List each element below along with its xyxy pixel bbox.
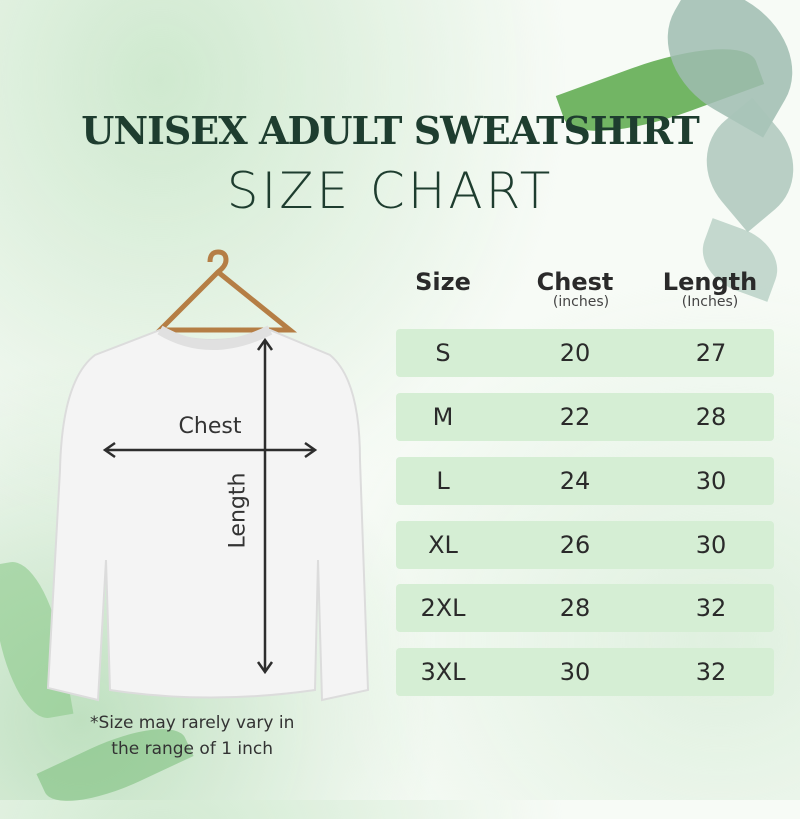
sweatshirt-shape xyxy=(46,328,370,702)
chest-cell: 30 xyxy=(559,658,591,686)
chest-cell: 24 xyxy=(559,467,591,495)
length-cell: 32 xyxy=(695,594,727,622)
table-row: 2XL 28 32 xyxy=(396,584,774,632)
title-line2: SIZE CHART xyxy=(226,162,554,220)
sweatshirt-diagram xyxy=(46,249,370,702)
length-cell: 30 xyxy=(695,531,727,559)
table-row: L 24 30 xyxy=(396,457,774,505)
length-arrow xyxy=(256,337,274,675)
chest-label: Chest xyxy=(178,414,242,439)
length-cell: 32 xyxy=(695,658,727,686)
table-row: S 20 27 xyxy=(396,329,774,377)
chest-cell: 22 xyxy=(559,403,591,431)
chest-arrow xyxy=(102,441,318,459)
size-cell: S xyxy=(435,339,451,367)
table-row: M 22 28 xyxy=(396,393,774,441)
size-cell: 2XL xyxy=(420,594,466,622)
hanger-icon xyxy=(153,249,298,333)
length-cell: 28 xyxy=(695,403,727,431)
length-label: Length xyxy=(225,472,251,549)
size-cell: M xyxy=(432,403,454,431)
footnote: *Size may rarely vary in the range of 1 i… xyxy=(90,713,295,759)
table-row: XL 26 30 xyxy=(396,521,774,569)
size-cell: 3XL xyxy=(420,658,466,686)
size-cell: L xyxy=(436,467,450,495)
length-cell: 27 xyxy=(695,339,727,367)
header-chest: Chest (inches) xyxy=(515,268,635,310)
header-length-unit: (Inches) xyxy=(681,294,739,310)
size-cell: XL xyxy=(428,531,458,559)
chest-cell: 20 xyxy=(559,339,591,367)
header-size: Size xyxy=(415,268,471,296)
length-cell: 30 xyxy=(695,467,727,495)
table-row: 3XL 30 32 xyxy=(396,648,774,696)
header-length: Length (Inches) xyxy=(650,268,770,310)
title-line1: UNISEX ADULT SWEATSHIRT xyxy=(81,108,700,153)
header-chest-unit: (inches) xyxy=(552,294,610,310)
chest-cell: 28 xyxy=(559,594,591,622)
chest-cell: 26 xyxy=(559,531,591,559)
